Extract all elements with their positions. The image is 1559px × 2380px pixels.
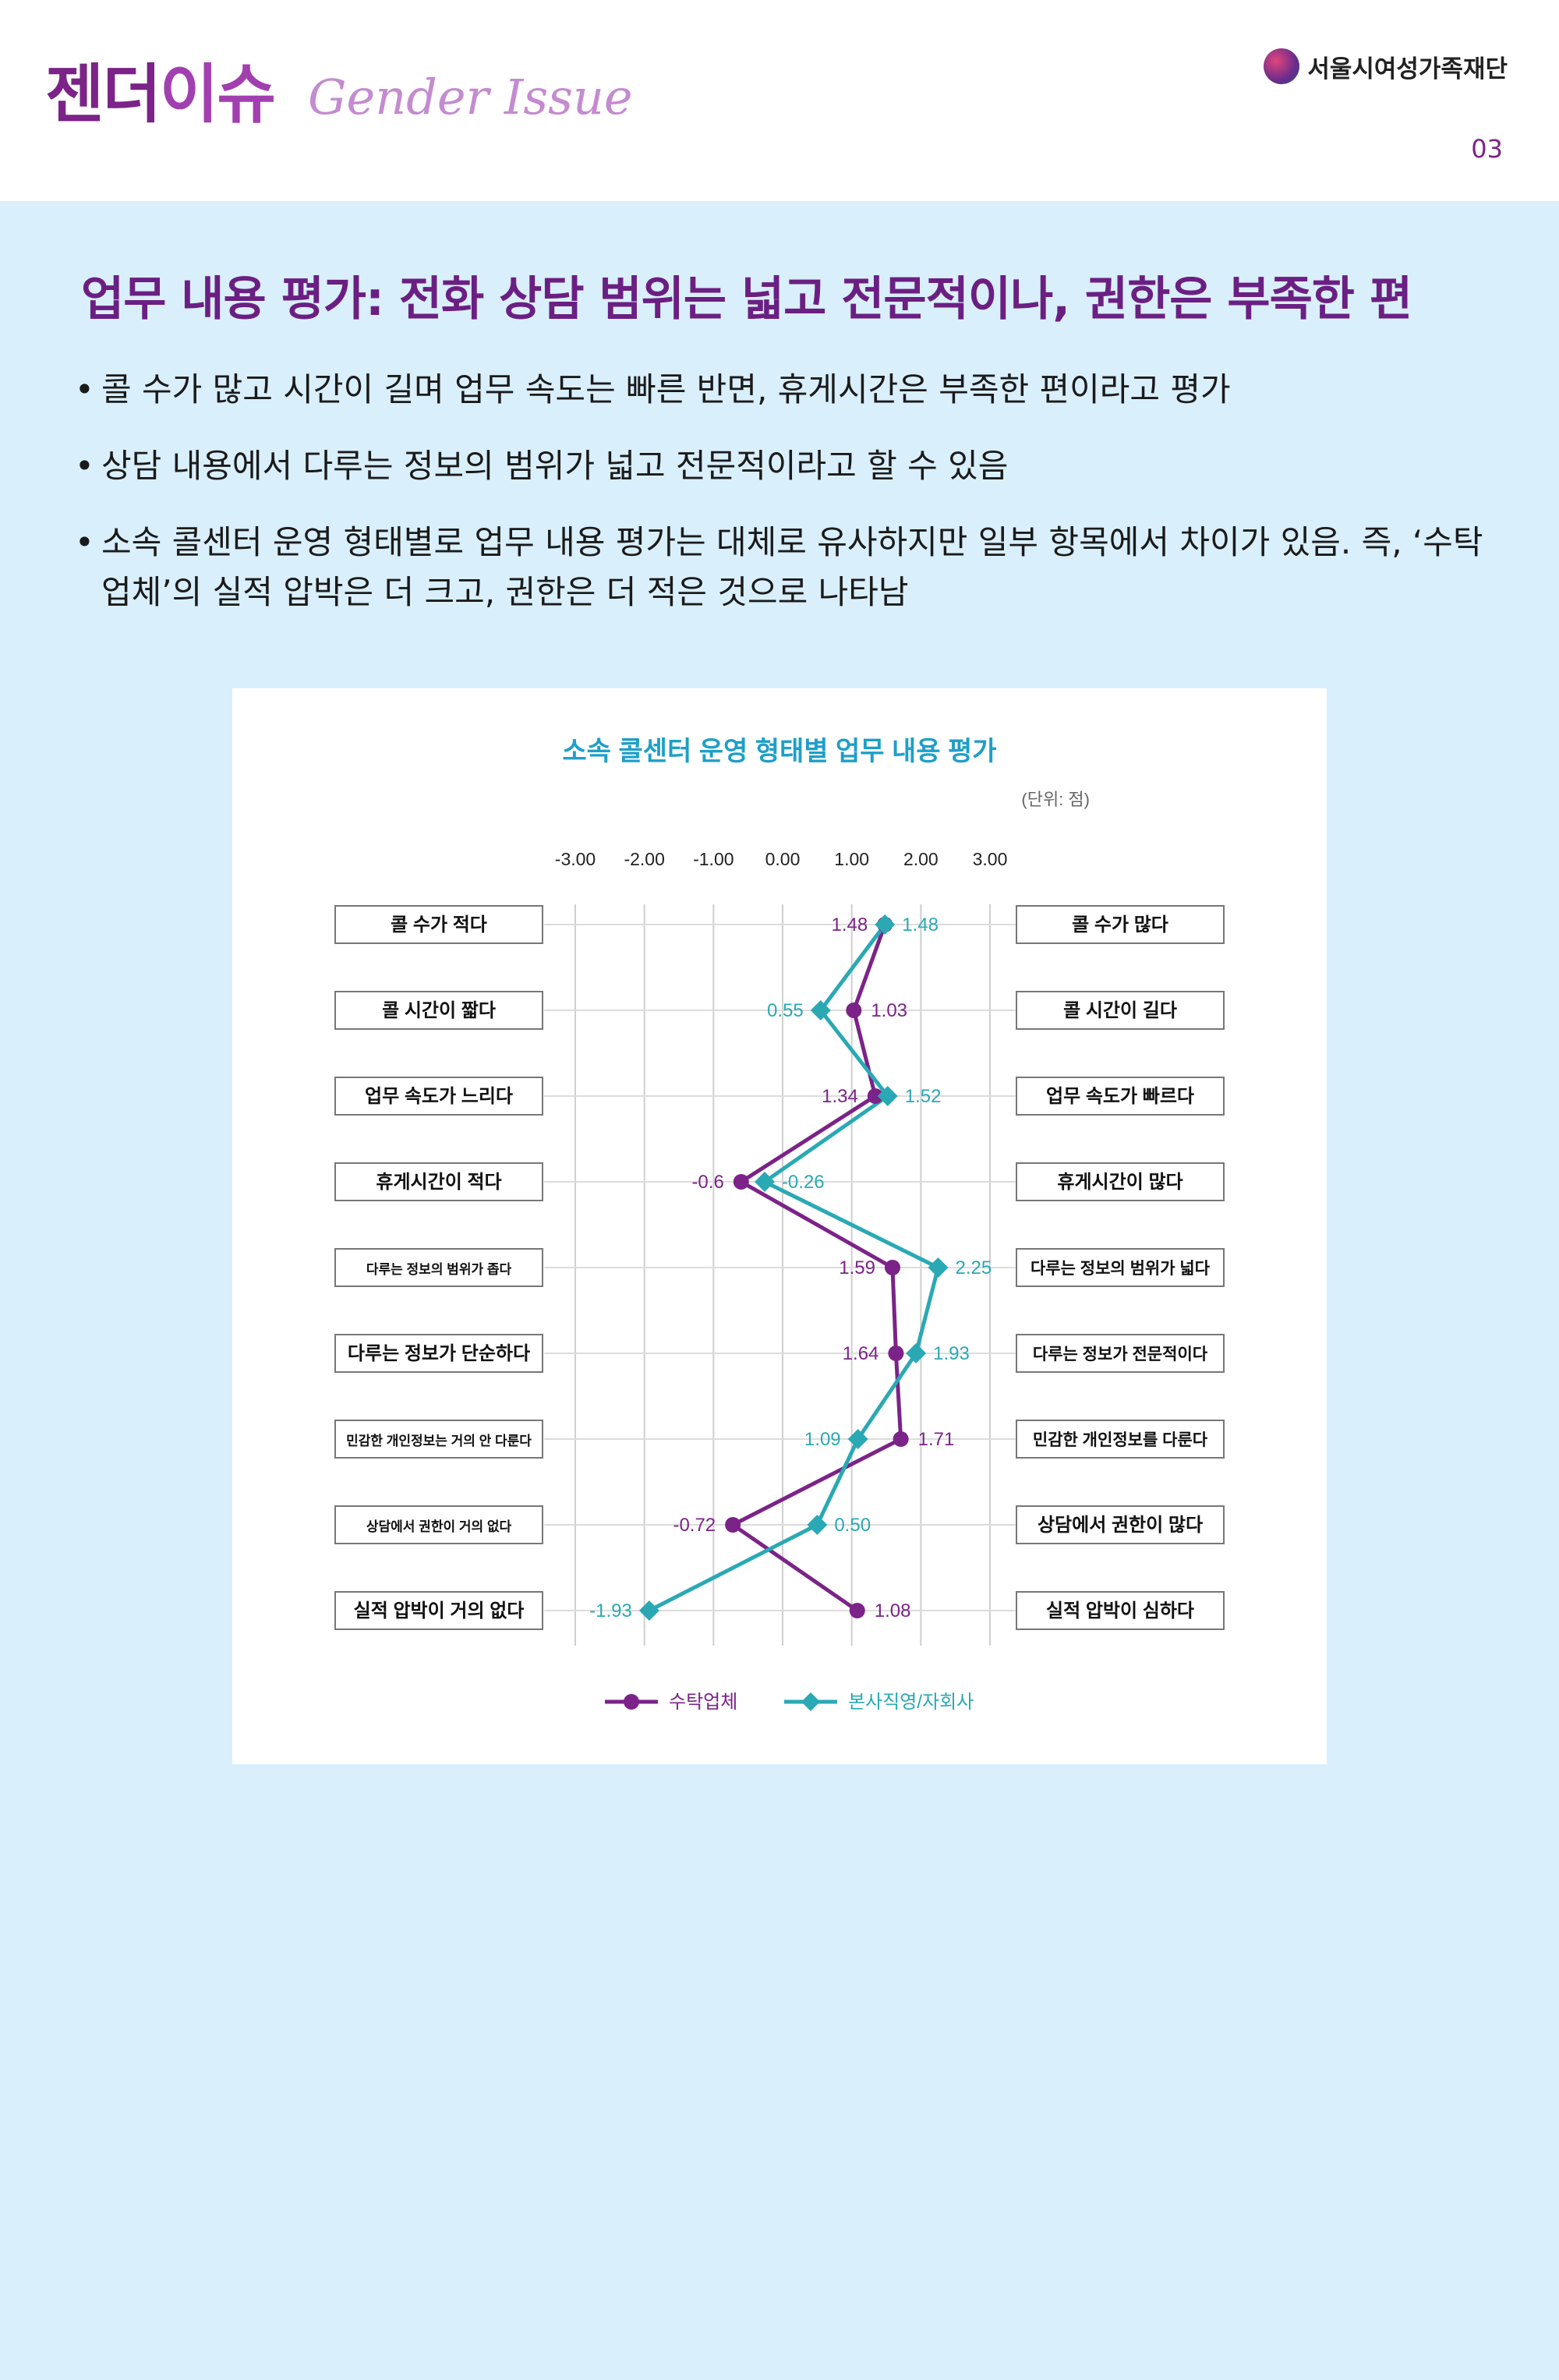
- right-label: 콜 수가 많다: [1072, 914, 1168, 935]
- right-label: 다루는 정보의 범위가 넓다: [1030, 1260, 1211, 1278]
- left-label: 업무 속도가 느리다: [365, 1086, 513, 1107]
- right-label: 민감한 개인정보를 다룬다: [1033, 1431, 1208, 1449]
- data-point: [888, 1346, 904, 1361]
- page-number: 03: [1471, 134, 1503, 164]
- left-label: 다루는 정보의 범위가 좁다: [366, 1262, 512, 1277]
- right-label-box: [1016, 1591, 1225, 1630]
- data-point: [733, 1174, 749, 1190]
- right-label: 상담에서 권한이 많다: [1038, 1515, 1203, 1536]
- right-label: 업무 속도가 빠르다: [1046, 1086, 1194, 1107]
- right-label-box: [1016, 1077, 1225, 1116]
- right-label-box: [1016, 1505, 1225, 1544]
- left-label: 민감한 개인정보는 거의 안 다룬다: [346, 1434, 532, 1448]
- section-title: 업무 내용 평가: 전화 상담 범위는 넓고 전문적이나, 권한은 부족한 편: [81, 272, 1412, 327]
- left-label-box: [334, 991, 543, 1030]
- right-label-box: [1016, 991, 1225, 1030]
- left-label: 콜 수가 적다: [391, 914, 487, 935]
- legend-marker: [801, 1692, 820, 1711]
- left-label-box: [334, 1420, 543, 1459]
- right-label: 콜 시간이 길다: [1063, 1000, 1177, 1021]
- left-label-box: [334, 1248, 543, 1287]
- right-label-box: [1016, 1334, 1225, 1373]
- data-point: [725, 1517, 741, 1533]
- data-label: 1.71: [918, 1429, 955, 1450]
- x-tick-label: 0.00: [765, 849, 801, 869]
- data-label: 1.08: [875, 1600, 911, 1621]
- right-label-box: [1016, 1162, 1225, 1201]
- data-point: [893, 1431, 909, 1447]
- data-point: [849, 1603, 865, 1618]
- logo-title: 젠더이슈: [45, 58, 276, 132]
- data-label: 1.59: [839, 1257, 875, 1278]
- data-label: 2.25: [956, 1257, 992, 1278]
- x-tick-label: -1.00: [693, 849, 734, 869]
- data-point: [875, 914, 896, 935]
- org-name: 서울시여성가족재단: [1307, 55, 1508, 83]
- legend-marker: [624, 1694, 639, 1710]
- data-label: 1.48: [832, 914, 868, 935]
- x-tick-label: 2.00: [903, 849, 939, 869]
- data-point: [810, 1000, 831, 1020]
- right-label: 실적 압박이 심하다: [1046, 1600, 1194, 1621]
- right-label: 다루는 정보가 전문적이다: [1033, 1346, 1208, 1363]
- x-tick-label: -3.00: [555, 849, 596, 869]
- org-emblem-icon: [1264, 48, 1300, 84]
- data-point: [884, 1260, 900, 1275]
- right-label-box: [1016, 1420, 1225, 1459]
- left-label-box: [334, 1591, 543, 1630]
- chart: 소속 콜센터 운영 형태별 업무 내용 평가 (단위: 점) -3.00 -2.0…: [334, 737, 1225, 1713]
- right-label: 휴게시간이 많다: [1057, 1172, 1183, 1193]
- bullet-item: • 상담 내용에서 다루는 정보의 범위가 넓고 전문적이라고 할 수 있음: [75, 447, 1009, 485]
- data-label: 1.34: [822, 1086, 858, 1107]
- data-point: [846, 1003, 862, 1018]
- data-label: -0.26: [782, 1172, 825, 1193]
- bullet-item: • 콜 수가 많고 시간이 길며 업무 속도는 빠른 반면, 휴게시간은 부족한 …: [75, 370, 1231, 408]
- data-point: [906, 1343, 927, 1363]
- left-label: 휴게시간이 적다: [376, 1172, 501, 1193]
- data-point: [867, 1088, 883, 1104]
- data-label: 1.93: [933, 1343, 970, 1364]
- org-logo: 서울시여성가족재단: [1264, 48, 1508, 84]
- right-label-box: [1016, 905, 1225, 944]
- logo-subtitle: Gender Issue: [308, 69, 633, 126]
- data-label: 0.50: [834, 1515, 871, 1536]
- left-label: 상담에서 권한이 거의 없다: [366, 1519, 512, 1534]
- chart-title: 소속 콜센터 운영 형태별 업무 내용 평가: [562, 737, 996, 766]
- left-label: 콜 시간이 짧다: [382, 1000, 496, 1021]
- left-label: 실적 압박이 거의 없다: [354, 1600, 525, 1621]
- right-label-box: [1016, 1248, 1225, 1287]
- chart-panel: 소속 콜센터 운영 형태별 업무 내용 평가 (단위: 점) -3.00 -2.0…: [232, 688, 1327, 1764]
- data-point: [807, 1515, 828, 1535]
- x-tick-label: -2.00: [624, 849, 664, 869]
- data-point: [877, 1086, 898, 1106]
- x-tick-label: 3.00: [973, 849, 1008, 869]
- x-tick-label: 1.00: [834, 849, 869, 869]
- left-label-box: [334, 905, 543, 944]
- data-label: 1.52: [905, 1086, 942, 1107]
- data-label: 1.64: [843, 1343, 879, 1364]
- data-point: [638, 1600, 659, 1621]
- left-label-box: [334, 1077, 543, 1116]
- bullet-item: • 소속 콜센터 운영 형태별로 업무 내용 평가는 대체로 유사하지만 일부 항…: [75, 523, 1483, 611]
- data-label: 1.09: [804, 1429, 841, 1450]
- data-label: -0.72: [673, 1515, 716, 1536]
- chart-unit: (단위: 점): [1021, 790, 1090, 809]
- left-label-box: [334, 1162, 543, 1201]
- data-label: -1.93: [589, 1600, 632, 1621]
- data-label: 1.03: [871, 1000, 907, 1021]
- left-label: 다루는 정보가 단순하다: [348, 1343, 530, 1364]
- data-label: 0.55: [767, 1000, 804, 1021]
- data-point: [928, 1257, 949, 1278]
- left-label-box: [334, 1334, 543, 1373]
- data-point: [847, 1429, 868, 1449]
- data-label: 1.48: [902, 914, 939, 935]
- bullet-list: • 콜 수가 많고 시간이 길며 업무 속도는 빠른 반면, 휴게시간은 부족한 …: [75, 365, 1501, 644]
- legend-label: 수탁업체: [669, 1692, 737, 1713]
- page-header: 젠더이슈 Gender Issue 서울시여성가족재단 03: [0, 0, 1559, 201]
- legend-label: 본사직영/자회사: [848, 1692, 974, 1713]
- data-point: [754, 1172, 775, 1192]
- data-label: -0.6: [691, 1172, 723, 1193]
- left-label-box: [334, 1505, 543, 1544]
